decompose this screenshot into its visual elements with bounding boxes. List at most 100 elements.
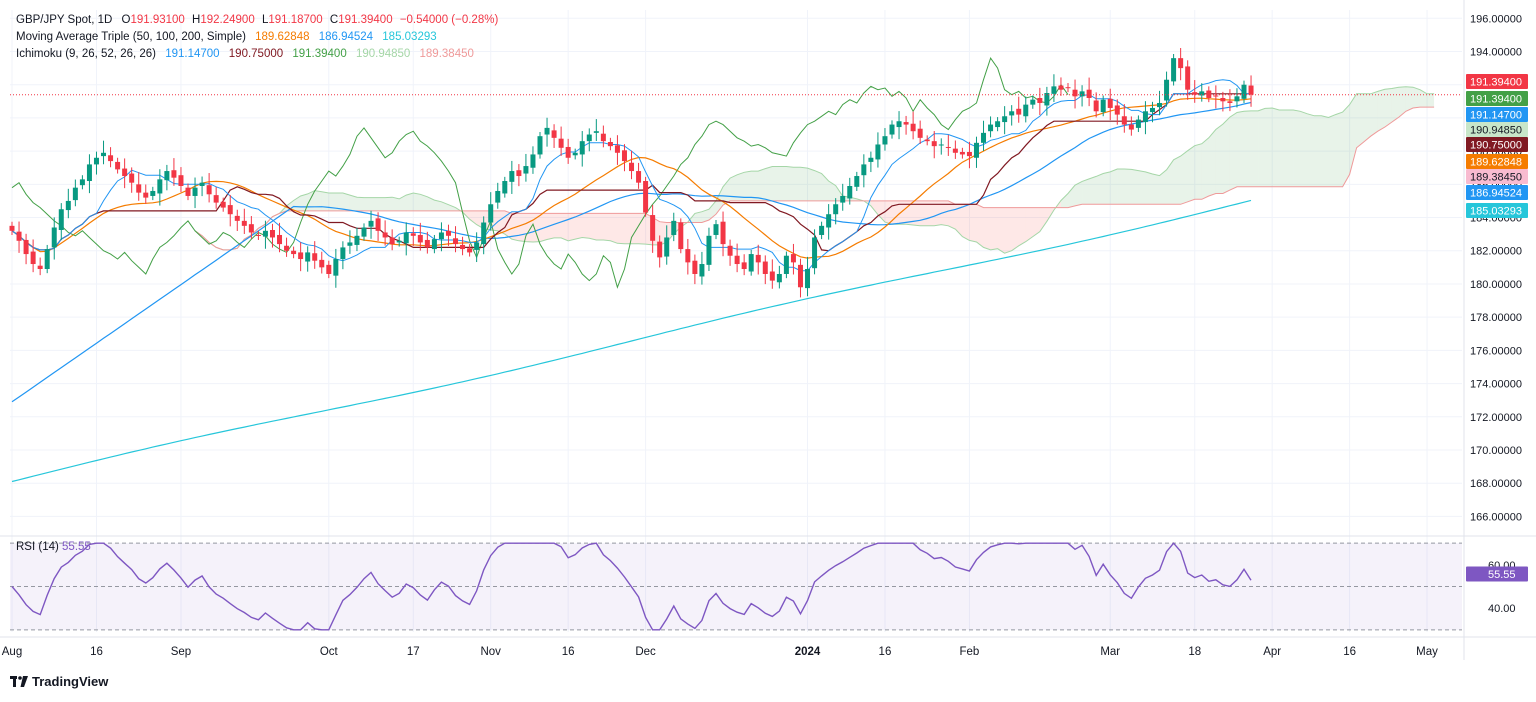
cloud-segment [1377, 89, 1385, 132]
candle-body [424, 239, 430, 248]
span-b-value: 189.38450 [419, 48, 474, 60]
candle-body [220, 201, 226, 208]
ichimoku-legend[interactable]: Ichimoku (9, 26, 52, 26, 26) 191.14700 1… [16, 48, 480, 60]
candle-body [481, 222, 487, 245]
candle [1192, 80, 1198, 103]
cloud-segment [1370, 91, 1378, 137]
cloud-segment [364, 197, 372, 211]
candle [903, 115, 909, 135]
cloud-segment [800, 167, 808, 201]
candle [790, 243, 796, 275]
candle [910, 111, 916, 140]
cloud-segment [1342, 104, 1350, 187]
candle-body [417, 234, 423, 243]
ma200-value: 185.03293 [382, 31, 437, 43]
candle [565, 138, 571, 164]
candle [305, 246, 311, 272]
candle [572, 148, 578, 160]
badge-label: 191.39400 [1470, 94, 1522, 106]
badge-bg [1466, 566, 1528, 582]
cloud-segment [518, 213, 526, 242]
candle [326, 260, 332, 279]
candle [502, 176, 508, 198]
cloud-segment [962, 204, 970, 241]
cloud-segment [1258, 108, 1266, 187]
candle-body [840, 195, 846, 203]
candle [460, 236, 466, 256]
candle-body [523, 166, 529, 174]
cloud-segment [821, 173, 829, 201]
cloud-segment [617, 213, 625, 244]
candle-body [1051, 86, 1057, 94]
candle-body [706, 235, 712, 265]
candle [931, 131, 937, 159]
cloud-segment [997, 207, 1005, 254]
candle-body [51, 227, 57, 248]
candle-body [44, 249, 50, 270]
candle-body [558, 138, 564, 148]
candle [129, 167, 135, 193]
badge-bg [1466, 203, 1528, 218]
cloud-segment [638, 213, 646, 245]
ma-legend[interactable]: Moving Average Triple (50, 100, 200, Sim… [16, 31, 443, 43]
candle-body [981, 132, 987, 143]
time-tick-label: 16 [562, 646, 575, 658]
cloud-segment [307, 190, 315, 211]
candle-body [150, 190, 156, 196]
cloud-segment [469, 210, 477, 225]
candle-body [959, 151, 965, 155]
candle-body [354, 235, 360, 245]
candle-body [1100, 99, 1106, 113]
cloud-segment [406, 193, 414, 211]
candle [1135, 115, 1141, 133]
cloud-segment [328, 193, 336, 211]
cloud-segment [1018, 207, 1026, 246]
candle-body [509, 171, 515, 182]
candle [797, 258, 803, 298]
cloud-segment [1082, 178, 1090, 205]
candle [417, 222, 423, 251]
candle [389, 229, 395, 251]
ma200-line [11, 199, 1252, 483]
candle [685, 238, 691, 275]
candle [847, 177, 853, 205]
candle [1171, 53, 1177, 86]
time-tick-label: Dec [635, 646, 656, 658]
cloud-segment [976, 204, 984, 248]
cloud-segment [1356, 93, 1364, 148]
candle [607, 137, 613, 151]
rsi-legend[interactable]: RSI (14) 55.55 [16, 541, 91, 553]
candle-body [826, 214, 832, 228]
candle [966, 141, 972, 169]
candle [354, 227, 360, 252]
candle [812, 229, 818, 275]
badge-label: 189.62848 [1470, 157, 1522, 169]
candle-body [727, 245, 733, 256]
ohlc-high: H192.24900 [192, 14, 255, 26]
candle [438, 222, 444, 252]
cloud-segment [1272, 107, 1280, 187]
candle [896, 111, 902, 140]
ma-legend-name: Moving Average Triple (50, 100, 200, Sim… [16, 31, 246, 43]
candle-body [298, 252, 304, 260]
candle [917, 120, 923, 144]
time-tick-label: Apr [1263, 646, 1281, 658]
candle-body [551, 130, 557, 138]
candle-body [143, 192, 149, 198]
cloud-segment [1265, 107, 1273, 187]
candle [551, 124, 557, 148]
badge-label: 185.03293 [1470, 206, 1522, 218]
badge-bg [1466, 169, 1528, 184]
candle [220, 197, 226, 212]
candle-body [1107, 98, 1113, 108]
candle-body [234, 215, 240, 221]
tradingview-brand[interactable]: TradingView [10, 674, 108, 689]
candle-body [1128, 124, 1134, 130]
candle-body [284, 245, 290, 251]
candle [255, 230, 261, 240]
candle [86, 154, 92, 194]
candle-body [713, 224, 719, 235]
candle [1248, 75, 1254, 107]
